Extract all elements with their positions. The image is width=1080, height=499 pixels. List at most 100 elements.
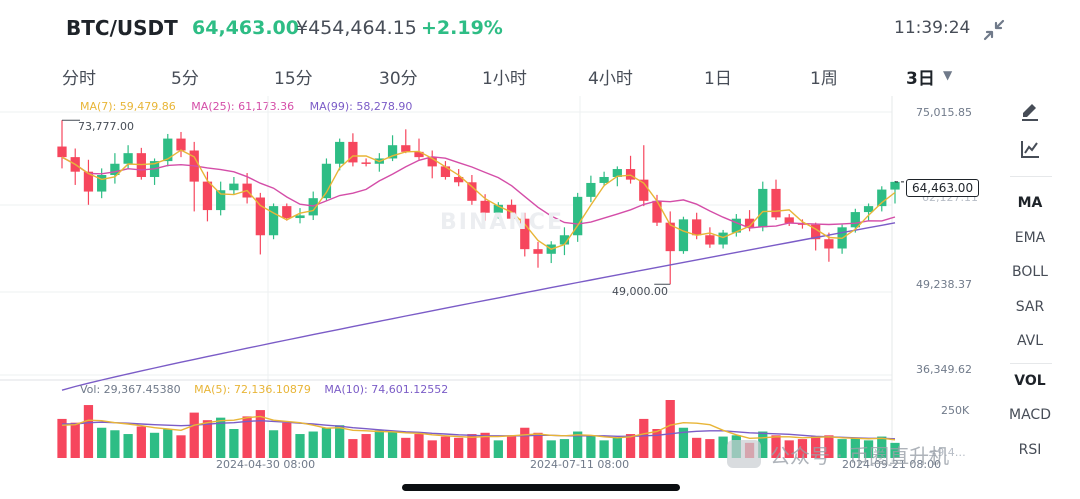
volume-bar xyxy=(811,436,821,458)
interval-dropdown-icon[interactable]: ▼ xyxy=(943,68,953,82)
tab-4h[interactable]: 4小时 xyxy=(588,69,633,89)
draw-pen-icon[interactable] xyxy=(1019,100,1041,122)
tab-30m[interactable]: 30分 xyxy=(379,69,418,89)
volume-bar xyxy=(335,425,345,458)
tab-1w[interactable]: 1周 xyxy=(810,69,838,89)
candle-body xyxy=(401,145,411,152)
volume-bar xyxy=(136,426,146,458)
candle-body xyxy=(361,162,371,164)
pair-title[interactable]: BTC/USDT xyxy=(66,16,178,40)
indicator-ma[interactable]: MA xyxy=(1017,195,1043,211)
volume-bar xyxy=(268,430,279,458)
volume-bar xyxy=(176,435,186,458)
tab-1h[interactable]: 1小时 xyxy=(482,69,527,89)
volume-bar xyxy=(665,400,675,458)
indicator-macd[interactable]: MACD xyxy=(1009,407,1051,423)
volume-bar xyxy=(97,427,107,458)
candle-body xyxy=(665,222,675,252)
tab-1d[interactable]: 1日 xyxy=(704,69,732,89)
tab-timeline[interactable]: 分时 xyxy=(62,69,96,89)
home-indicator[interactable] xyxy=(402,484,680,491)
volume-bar xyxy=(652,429,662,458)
candle-body xyxy=(573,196,583,236)
candle-body xyxy=(692,219,702,236)
candle-body xyxy=(758,188,768,228)
volume-bar xyxy=(216,417,226,458)
volume-bar xyxy=(758,431,768,458)
candle-body xyxy=(123,153,133,164)
volume-bar xyxy=(255,410,265,458)
indicator-avl[interactable]: AVL xyxy=(1016,333,1044,349)
candle-body xyxy=(321,163,332,199)
volume-bar xyxy=(83,405,94,458)
cny-price: ¥454,464.15 xyxy=(296,17,417,39)
candle-body xyxy=(599,176,609,183)
volume-bar xyxy=(414,434,424,458)
candle-body xyxy=(57,146,67,158)
volume-bar xyxy=(692,437,702,458)
price-axis-low: 36,349.62 xyxy=(916,363,972,376)
candle-body xyxy=(744,218,755,228)
time-label-3: 2024-09-21 08:00 xyxy=(842,458,942,471)
volume-bar xyxy=(229,429,239,458)
sidebar-divider xyxy=(1010,363,1052,364)
candle-body xyxy=(414,151,424,158)
volume-bar xyxy=(361,434,371,458)
volume-axis-partial: ≤9.4… xyxy=(928,446,966,459)
vol-ma10-legend: MA(10): 74,601.12552 xyxy=(324,383,449,396)
sidebar-divider xyxy=(1010,176,1052,177)
indicator-ema[interactable]: EMA xyxy=(1014,230,1046,246)
exchange-watermark: BINANCE xyxy=(440,210,564,235)
volume-bar xyxy=(705,439,715,458)
volume-bar xyxy=(321,427,332,458)
ma7-legend: MA(7): 59,479.86 xyxy=(80,100,176,113)
candle-body xyxy=(784,217,794,224)
vol-ma10-line xyxy=(62,419,896,440)
candlestick-chart[interactable] xyxy=(0,96,1000,476)
ma7-line xyxy=(61,149,896,250)
vol-ma5-legend: MA(5): 72,136.10879 xyxy=(194,383,311,396)
chart-settings-icon[interactable] xyxy=(1019,138,1041,160)
ma25-line xyxy=(61,156,896,229)
volume-bar xyxy=(480,432,490,458)
candle-body xyxy=(520,218,530,250)
ma99-line xyxy=(61,222,896,391)
candle-body xyxy=(348,141,358,163)
volume-bar xyxy=(348,439,358,458)
candle-body xyxy=(811,224,821,240)
volume-bar xyxy=(877,436,887,458)
candle-body xyxy=(229,183,239,191)
candle-body xyxy=(335,141,345,164)
tab-3d[interactable]: 3日 xyxy=(906,69,935,89)
volume-bar xyxy=(282,422,292,458)
indicator-sar[interactable]: SAR xyxy=(1015,299,1045,315)
candle-body xyxy=(176,138,186,151)
candle-body xyxy=(533,249,543,254)
candle-body xyxy=(612,169,622,177)
clock-time: 11:39:24 xyxy=(894,18,971,38)
volume-legend: Vol: 29,367.45380 MA(5): 72,136.10879 MA… xyxy=(80,383,448,396)
last-price: 64,463.00 xyxy=(192,17,299,39)
volume-bar xyxy=(797,439,808,458)
volume-bar xyxy=(308,431,318,458)
candle-body xyxy=(202,181,213,211)
volume-bar xyxy=(202,420,213,458)
candle-body xyxy=(467,182,477,201)
collapse-fullscreen-icon[interactable] xyxy=(982,18,1006,42)
indicator-rsi[interactable]: RSI xyxy=(1018,442,1042,458)
indicator-vol[interactable]: VOL xyxy=(1014,373,1046,389)
candle-body xyxy=(731,218,741,233)
candle-body xyxy=(427,157,437,167)
tab-15m[interactable]: 15分 xyxy=(274,69,313,89)
candle-body xyxy=(83,171,94,192)
candle-body xyxy=(295,215,305,219)
tab-5m[interactable]: 5分 xyxy=(171,69,199,89)
candle-body xyxy=(718,232,728,245)
volume-bar xyxy=(850,437,860,458)
current-price-tag: 64,463.00 xyxy=(906,179,980,197)
volume-bar xyxy=(149,432,160,458)
volume-bar xyxy=(123,434,133,458)
volume-bar xyxy=(163,429,173,458)
indicator-boll[interactable]: BOLL xyxy=(1012,264,1048,280)
volume-bar xyxy=(559,439,570,458)
